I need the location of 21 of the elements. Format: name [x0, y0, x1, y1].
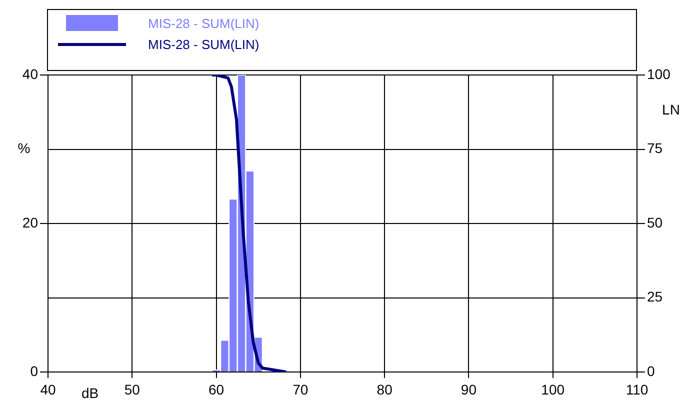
- y2-axis-title: LN: [662, 102, 680, 118]
- y-axis-title: %: [18, 140, 30, 156]
- y-tick-label: 0: [30, 362, 38, 379]
- y-tick-label: 20: [22, 214, 38, 230]
- x-tick-label: 70: [292, 381, 308, 398]
- x-tick-label: 110: [626, 381, 648, 398]
- y-tick-label: 40: [22, 66, 38, 82]
- text: MIS-28 - SUM(LIN): [148, 37, 260, 52]
- x-tick-label: 80: [376, 381, 393, 398]
- x-tick-label: 50: [124, 381, 140, 398]
- y2-tick-label: 25: [647, 288, 663, 305]
- y2-tick-label: 0: [647, 362, 655, 379]
- y2-tick-label: 75: [647, 140, 663, 156]
- x-tick-label: 90: [460, 381, 477, 398]
- x-tick-label: 100: [541, 381, 565, 398]
- y2-tick-label: 50: [647, 214, 663, 230]
- x-tick-label: 60: [208, 381, 224, 398]
- x-axis-title: dB: [82, 384, 99, 401]
- y2-tick-label: 100: [647, 66, 671, 82]
- x-tick-label: 40: [40, 381, 56, 398]
- legend-label: MIS-28 - SUM(LIN): [148, 16, 260, 30]
